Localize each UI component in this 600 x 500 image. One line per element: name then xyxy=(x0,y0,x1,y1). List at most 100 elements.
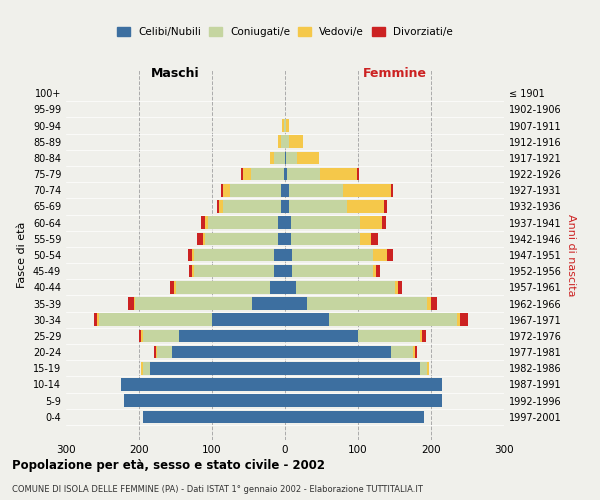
Y-axis label: Anni di nascita: Anni di nascita xyxy=(566,214,575,296)
Bar xyxy=(356,168,359,180)
Bar xyxy=(157,346,172,358)
Bar xyxy=(360,232,371,245)
Bar xyxy=(343,184,391,196)
Bar xyxy=(427,297,431,310)
Bar xyxy=(188,265,192,278)
Bar xyxy=(285,346,391,358)
Bar xyxy=(285,119,286,132)
Legend: Celibi/Nubili, Coniugati/e, Vedovi/e, Divorziati/e: Celibi/Nubili, Coniugati/e, Vedovi/e, Di… xyxy=(114,24,456,40)
Bar xyxy=(121,378,285,391)
Bar xyxy=(192,265,194,278)
Bar xyxy=(143,330,179,342)
Bar xyxy=(422,330,426,342)
Bar xyxy=(398,281,402,293)
Bar xyxy=(282,119,284,132)
Bar xyxy=(143,410,285,423)
Bar xyxy=(244,168,251,180)
Bar xyxy=(285,378,442,391)
Bar xyxy=(284,119,285,132)
Bar xyxy=(285,152,286,164)
Bar xyxy=(285,362,420,374)
Bar xyxy=(134,297,136,310)
Bar xyxy=(97,314,99,326)
Bar xyxy=(188,248,191,262)
Bar xyxy=(383,200,387,213)
Bar xyxy=(291,216,360,229)
Text: Femmine: Femmine xyxy=(362,67,427,80)
Y-axis label: Fasce di età: Fasce di età xyxy=(17,222,27,288)
Bar xyxy=(205,232,278,245)
Bar xyxy=(251,168,284,180)
Bar xyxy=(172,346,285,358)
Bar xyxy=(373,265,376,278)
Text: Popolazione per età, sesso e stato civile - 2002: Popolazione per età, sesso e stato civil… xyxy=(12,460,325,472)
Bar xyxy=(136,297,252,310)
Bar xyxy=(194,248,274,262)
Bar xyxy=(230,184,281,196)
Bar xyxy=(128,297,134,310)
Bar xyxy=(347,200,383,213)
Bar xyxy=(285,297,307,310)
Bar xyxy=(457,314,460,326)
Bar xyxy=(285,184,289,196)
Bar xyxy=(320,168,356,180)
Bar xyxy=(292,265,373,278)
Bar xyxy=(278,216,285,229)
Bar xyxy=(284,168,285,180)
Bar xyxy=(197,232,203,245)
Bar xyxy=(274,152,285,164)
Bar xyxy=(170,281,174,293)
Bar xyxy=(413,346,415,358)
Bar xyxy=(292,248,373,262)
Bar xyxy=(431,297,437,310)
Bar xyxy=(141,330,143,342)
Bar xyxy=(289,136,303,148)
Bar xyxy=(220,200,223,213)
Bar xyxy=(252,297,285,310)
Bar xyxy=(376,265,380,278)
Bar xyxy=(179,330,285,342)
Bar xyxy=(285,265,292,278)
Bar xyxy=(143,362,150,374)
Bar xyxy=(278,232,285,245)
Bar xyxy=(373,248,387,262)
Bar xyxy=(285,216,291,229)
Bar xyxy=(307,297,427,310)
Bar xyxy=(298,152,319,164)
Bar xyxy=(271,152,274,164)
Bar xyxy=(141,362,143,374)
Bar xyxy=(285,330,358,342)
Bar xyxy=(289,184,343,196)
Bar xyxy=(329,314,457,326)
Bar xyxy=(221,184,223,196)
Bar xyxy=(291,232,360,245)
Bar xyxy=(175,281,271,293)
Bar xyxy=(460,314,467,326)
Bar xyxy=(124,394,285,407)
Bar xyxy=(139,330,141,342)
Bar xyxy=(391,346,413,358)
Bar xyxy=(427,362,429,374)
Bar xyxy=(94,314,97,326)
Bar xyxy=(154,346,156,358)
Bar xyxy=(415,346,417,358)
Bar xyxy=(271,281,285,293)
Bar xyxy=(285,200,289,213)
Bar xyxy=(223,184,230,196)
Bar xyxy=(285,248,292,262)
Bar xyxy=(241,168,244,180)
Bar xyxy=(281,184,285,196)
Bar xyxy=(203,232,205,245)
Bar xyxy=(395,281,398,293)
Bar xyxy=(174,281,176,293)
Bar xyxy=(285,410,424,423)
Bar xyxy=(360,216,382,229)
Bar xyxy=(191,248,194,262)
Bar xyxy=(420,362,427,374)
Bar xyxy=(287,168,320,180)
Bar xyxy=(358,330,420,342)
Bar xyxy=(99,314,212,326)
Bar xyxy=(285,281,296,293)
Bar xyxy=(285,136,289,148)
Bar xyxy=(285,314,329,326)
